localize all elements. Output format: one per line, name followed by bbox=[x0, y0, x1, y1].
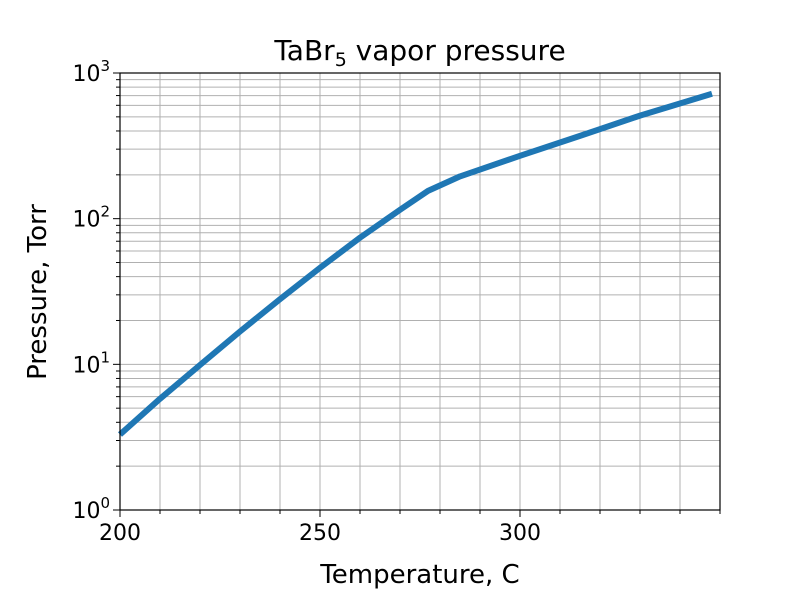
y-tick-label: 103 bbox=[72, 57, 110, 87]
y-axis-label: Pressure, Torr bbox=[23, 204, 53, 380]
y-tick-label: 102 bbox=[72, 203, 110, 233]
x-axis-label: Temperature, C bbox=[319, 560, 519, 590]
x-tick-label: 300 bbox=[499, 521, 541, 546]
y-tick-label: 100 bbox=[72, 494, 110, 524]
grid bbox=[120, 73, 720, 510]
x-tick-label: 200 bbox=[99, 521, 141, 546]
x-tick-label: 250 bbox=[299, 521, 341, 546]
title-main: TaBr bbox=[273, 34, 335, 67]
plot-frame bbox=[119, 72, 721, 511]
series-line bbox=[118, 90, 713, 437]
title-subscript: 5 bbox=[335, 49, 347, 71]
y-tick-label: 101 bbox=[72, 348, 110, 378]
title-suffix: vapor pressure bbox=[347, 34, 566, 67]
ticks: 200 250 300 100 101 102 103 bbox=[72, 57, 721, 546]
series bbox=[118, 90, 713, 437]
chart-title: TaBr5 vapor pressure bbox=[273, 34, 565, 71]
